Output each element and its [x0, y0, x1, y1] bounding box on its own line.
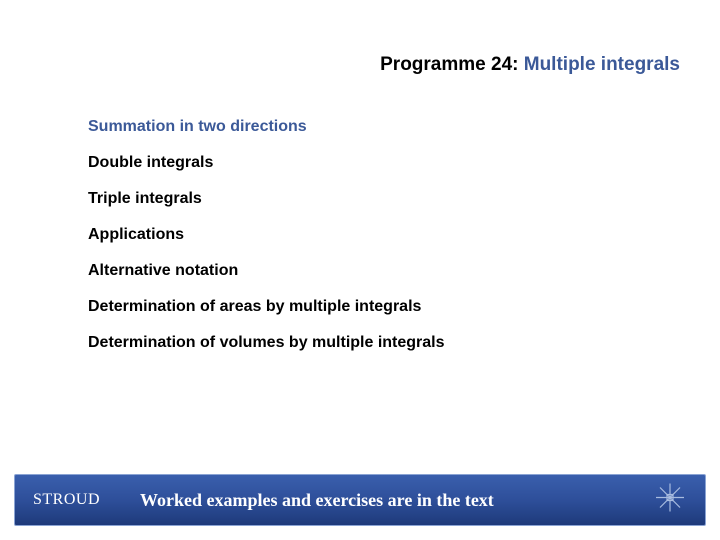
- footer-brand: STROUD: [33, 491, 100, 509]
- topic-item[interactable]: Summation in two directions: [88, 118, 680, 136]
- topic-item[interactable]: Double integrals: [88, 154, 680, 172]
- programme-label: Programme 24:: [380, 54, 524, 75]
- topic-list: Summation in two directions Double integ…: [88, 118, 680, 370]
- starburst-icon: [653, 481, 687, 520]
- footer-caption: Worked examples and exercises are in the…: [140, 490, 494, 511]
- footer-bar: STROUD Worked examples and exercises are…: [14, 474, 706, 526]
- topic-item[interactable]: Determination of areas by multiple integ…: [88, 298, 680, 316]
- programme-title: Multiple integrals: [524, 54, 680, 75]
- topic-item[interactable]: Alternative notation: [88, 262, 680, 280]
- topic-item[interactable]: Determination of volumes by multiple int…: [88, 334, 680, 352]
- topic-item[interactable]: Triple integrals: [88, 190, 680, 208]
- topic-item[interactable]: Applications: [88, 226, 680, 244]
- slide-header: Programme 24: Multiple integrals: [0, 54, 680, 76]
